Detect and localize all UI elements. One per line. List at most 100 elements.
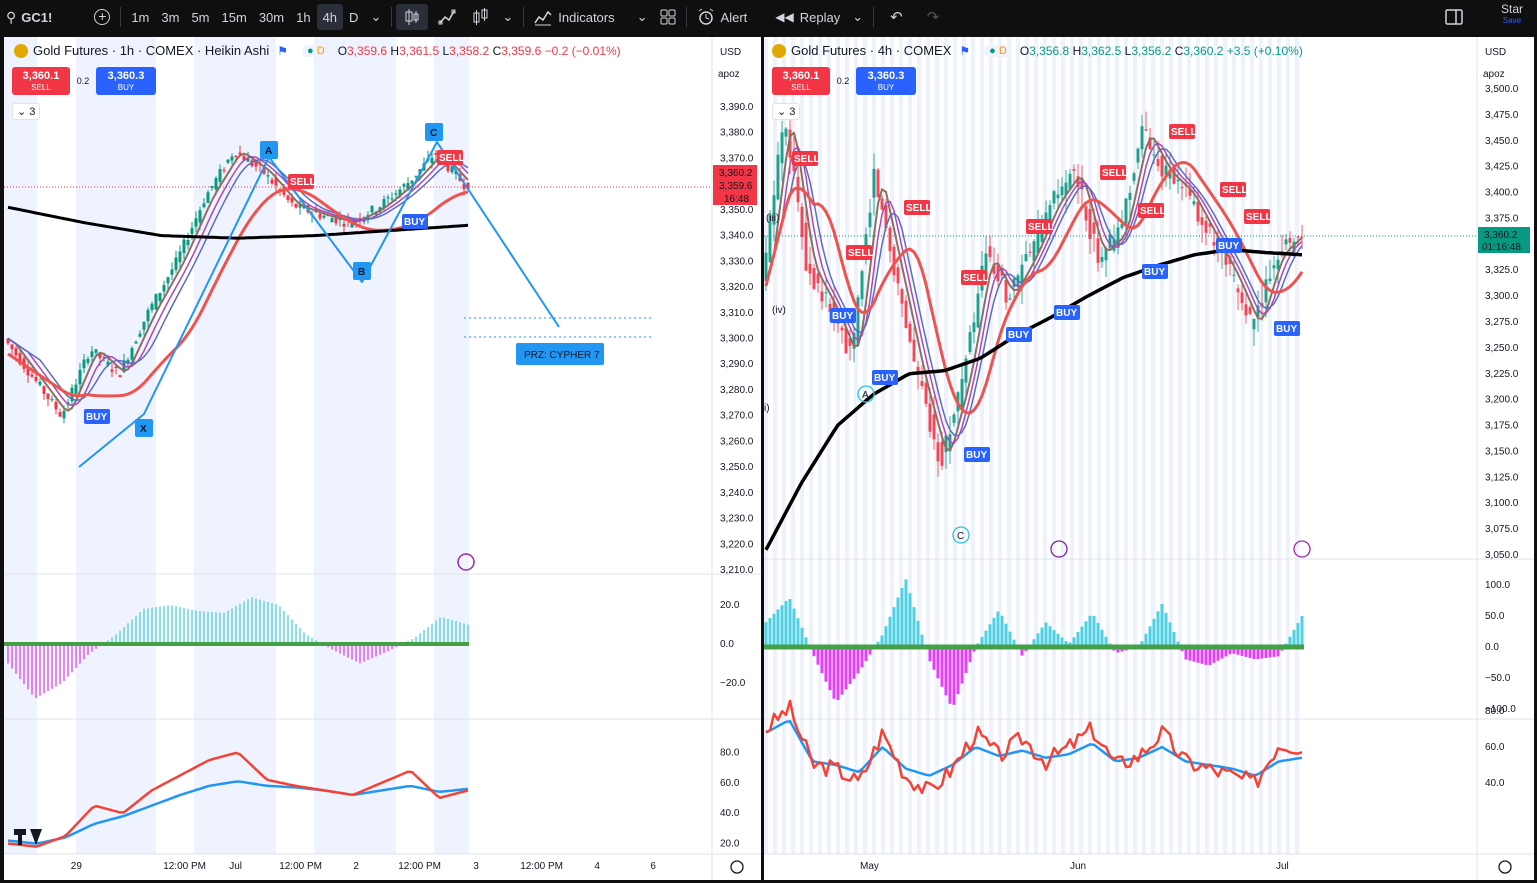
left-chart-pane[interactable]: USDapoz3,390.03,380.03,370.03,360.03,350… bbox=[4, 37, 761, 880]
interval-d[interactable]: D bbox=[349, 9, 359, 25]
symbol-search[interactable]: ⚲ GC1! bbox=[0, 0, 58, 34]
chart-type-line[interactable] bbox=[428, 0, 466, 34]
candle bbox=[1076, 176, 1080, 188]
indicators-button[interactable]: Indicators bbox=[528, 0, 620, 34]
candle bbox=[102, 357, 106, 359]
session-band bbox=[1106, 37, 1110, 854]
wave-circle bbox=[857, 385, 875, 403]
candle bbox=[856, 297, 860, 346]
chart-type-bars[interactable] bbox=[466, 0, 496, 34]
panel-toggle[interactable] bbox=[1439, 0, 1469, 34]
right-indicator-toggle[interactable]: ⌄ 3 bbox=[772, 103, 801, 120]
interval-15m[interactable]: 15m bbox=[221, 9, 247, 25]
signal-label: SELL bbox=[1171, 127, 1197, 138]
price-tick-label: 3,450.0 bbox=[1485, 136, 1519, 147]
settings-gear-icon[interactable] bbox=[1498, 860, 1512, 874]
signal-badge bbox=[402, 214, 428, 229]
replay-dropdown[interactable]: ⌄ bbox=[846, 0, 869, 34]
last-price-label: 3,360.2 bbox=[1484, 230, 1518, 241]
save-button[interactable]: Star Save bbox=[1501, 3, 1523, 26]
left-chart-canvas[interactable]: USDapoz3,390.03,380.03,370.03,360.03,350… bbox=[4, 37, 761, 880]
interval-30m[interactable]: 30m bbox=[258, 9, 285, 25]
price-tick-label: 3,290.0 bbox=[720, 359, 754, 370]
alert-button[interactable]: Alert bbox=[691, 0, 754, 34]
session-band bbox=[1232, 37, 1236, 854]
left-chart-title[interactable]: Gold Futures · 1h · COMEX · Heikin Ashi bbox=[33, 43, 270, 58]
signal-label: SELL bbox=[963, 273, 989, 284]
candle bbox=[58, 412, 62, 417]
rsi-tick-label: 40.0 bbox=[720, 808, 740, 819]
dividend-icon[interactable] bbox=[1050, 540, 1068, 558]
right-sell-button[interactable]: 3,360.1 SELL bbox=[772, 67, 830, 95]
lightning-icon[interactable] bbox=[1293, 540, 1311, 558]
scale-mode-label: apoz bbox=[1483, 69, 1505, 80]
chevron-down-icon: ⌄ bbox=[852, 9, 864, 24]
replay-button[interactable]: ◀◀ Replay bbox=[769, 0, 846, 34]
right-chart-canvas[interactable]: USD apoz 3,500.0 3,475.0 3,450.0 3,425.0 3,400… bbox=[764, 37, 1534, 880]
fast-ma-line bbox=[765, 131, 1303, 452]
candle bbox=[788, 129, 792, 158]
session-band bbox=[1016, 37, 1020, 854]
interval-dropdown[interactable]: ⌄ bbox=[364, 0, 387, 34]
currency-label: USD bbox=[720, 47, 741, 58]
candle bbox=[1132, 173, 1136, 181]
market-status-icon[interactable]: ● D bbox=[984, 44, 1012, 57]
left-indicator-toggle[interactable]: ⌄ 3 bbox=[12, 103, 41, 120]
flag-icon[interactable]: ⚑ bbox=[277, 43, 289, 58]
chart-type-candles[interactable] bbox=[396, 4, 429, 30]
session-band bbox=[836, 37, 840, 854]
candle bbox=[1232, 274, 1236, 276]
candle bbox=[1284, 239, 1288, 245]
layouts-button[interactable] bbox=[654, 0, 682, 34]
compare-button[interactable]: + bbox=[88, 0, 116, 34]
right-chart-title[interactable]: Gold Futures · 4h · COMEX bbox=[791, 43, 952, 58]
time-tick-label: Jul bbox=[1276, 861, 1289, 872]
interval-4h[interactable]: 4h bbox=[316, 4, 344, 30]
right-chart-pane[interactable]: USD apoz 3,500.0 3,475.0 3,450.0 3,425.0 3,400… bbox=[764, 37, 1534, 880]
interval-1h[interactable]: 1h bbox=[296, 9, 311, 25]
time-tick-label: 12:00 PM bbox=[163, 861, 206, 872]
flag-icon[interactable]: ⚑ bbox=[959, 43, 971, 58]
interval-1m[interactable]: 1m bbox=[131, 9, 150, 25]
interval-3m[interactable]: 3m bbox=[161, 9, 180, 25]
candle bbox=[146, 309, 150, 322]
candle bbox=[98, 353, 102, 359]
chevron-down-icon: ⌄ bbox=[17, 106, 27, 118]
candle bbox=[246, 158, 250, 162]
market-status-icon[interactable]: ● D bbox=[302, 44, 330, 57]
prz-label-box[interactable] bbox=[516, 343, 604, 365]
candle bbox=[1008, 298, 1012, 300]
candle bbox=[968, 332, 972, 353]
interval-5m[interactable]: 5m bbox=[191, 9, 210, 25]
undo-button[interactable]: ↶ bbox=[878, 0, 915, 34]
left-buy-button[interactable]: 3,360.3 BUY bbox=[96, 67, 156, 95]
settings-gear-icon[interactable] bbox=[730, 860, 744, 874]
session-band bbox=[845, 37, 849, 854]
right-buy-button[interactable]: 3,360.3 BUY bbox=[856, 67, 916, 95]
candle bbox=[992, 264, 996, 274]
redo-button[interactable]: ↷ bbox=[915, 0, 952, 34]
candle bbox=[78, 369, 82, 385]
indicators-dropdown[interactable]: ⌄ bbox=[631, 0, 654, 34]
candle bbox=[254, 161, 258, 167]
right-ohlc: O3,356.8 H3,362.5 L3,356.2 C3,360.2 +3.5… bbox=[1019, 43, 1303, 58]
rsi-tick-label: 80.0 bbox=[1485, 706, 1505, 717]
rsi-tick-label: 40.0 bbox=[1485, 778, 1505, 789]
candle bbox=[274, 177, 278, 186]
candle bbox=[840, 327, 844, 331]
session-band bbox=[980, 37, 984, 854]
candle bbox=[1140, 126, 1144, 150]
candle bbox=[1300, 236, 1304, 238]
signal-badge bbox=[961, 270, 987, 285]
wave-label: C bbox=[957, 531, 964, 542]
candle bbox=[1224, 249, 1228, 265]
candle bbox=[984, 253, 988, 279]
candle bbox=[1072, 169, 1076, 171]
candle bbox=[1212, 241, 1216, 246]
lightning-icon[interactable] bbox=[457, 553, 475, 571]
chart-type-dropdown[interactable]: ⌄ bbox=[496, 0, 519, 34]
candle bbox=[462, 183, 466, 190]
left-sell-button[interactable]: 3,360.1 SELL bbox=[12, 67, 70, 95]
session-band bbox=[1268, 37, 1272, 854]
candle bbox=[972, 322, 976, 333]
